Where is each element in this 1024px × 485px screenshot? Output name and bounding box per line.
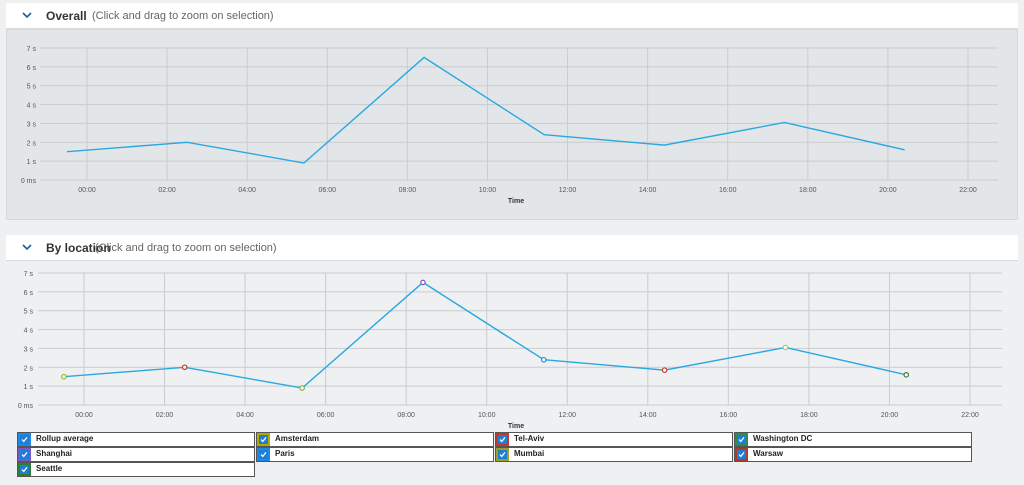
x-tick-label: 14:00 bbox=[639, 412, 657, 419]
legend-item[interactable]: Amsterdam bbox=[256, 432, 494, 447]
overall-hint: (Click and drag to zoom on selection) bbox=[92, 10, 274, 22]
overall-chart-area[interactable] bbox=[6, 29, 1018, 220]
overall-panel-header[interactable]: Overall (Click and drag to zoom on selec… bbox=[6, 3, 1018, 29]
checkbox[interactable] bbox=[496, 448, 509, 461]
y-tick-label: 1 s bbox=[24, 384, 34, 391]
legend-label: Seattle bbox=[36, 464, 63, 473]
checkmark-icon bbox=[737, 435, 746, 444]
x-tick-label: 18:00 bbox=[799, 187, 817, 194]
y-tick-label: 7 s bbox=[27, 46, 37, 53]
y-tick-label: 2 s bbox=[24, 365, 34, 372]
checkbox[interactable] bbox=[735, 448, 748, 461]
y-tick-label: 3 s bbox=[27, 121, 37, 128]
checkbox[interactable] bbox=[257, 448, 270, 461]
checkbox[interactable] bbox=[257, 433, 270, 446]
legend-item[interactable]: Seattle bbox=[17, 462, 255, 477]
data-point bbox=[903, 372, 910, 378]
data-point bbox=[299, 385, 305, 391]
x-tick-label: 20:00 bbox=[881, 412, 899, 419]
x-tick-label: 10:00 bbox=[478, 412, 496, 419]
legend-label: Paris bbox=[275, 449, 295, 458]
series-line bbox=[66, 56, 905, 164]
legend-label: Mumbai bbox=[514, 449, 545, 458]
x-tick-label: 04:00 bbox=[238, 187, 256, 194]
checkmark-icon bbox=[20, 450, 29, 459]
x-tick-label: 00:00 bbox=[75, 412, 93, 419]
overall-title: Overall bbox=[46, 9, 87, 23]
legend-item[interactable]: Warsaw bbox=[734, 447, 972, 462]
legend-label: Shanghai bbox=[36, 449, 73, 458]
x-tick-label: 16:00 bbox=[719, 187, 737, 194]
x-tick-label: 08:00 bbox=[399, 187, 417, 194]
y-tick-label: 1 s bbox=[27, 159, 37, 166]
legend-item[interactable]: Mumbai bbox=[495, 447, 733, 462]
x-tick-label: 06:00 bbox=[317, 412, 335, 419]
data-point bbox=[782, 344, 789, 351]
checkmark-icon bbox=[259, 435, 268, 444]
y-tick-label: 6 s bbox=[27, 65, 37, 72]
y-tick-label: 0 ms bbox=[21, 178, 37, 185]
x-tick-label: 10:00 bbox=[479, 187, 497, 194]
x-axis-label: Time bbox=[508, 198, 524, 205]
y-tick-label: 6 s bbox=[24, 290, 34, 297]
data-point bbox=[61, 373, 67, 380]
checkmark-icon bbox=[498, 450, 507, 459]
series-line bbox=[63, 281, 907, 389]
checkmark-icon bbox=[498, 435, 507, 444]
x-tick-label: 22:00 bbox=[961, 412, 979, 419]
by-location-panel-header[interactable]: By location (Click and drag to zoom on s… bbox=[6, 235, 1018, 261]
checkmark-icon bbox=[20, 435, 29, 444]
x-tick-label: 14:00 bbox=[639, 187, 657, 194]
y-tick-label: 3 s bbox=[24, 346, 34, 353]
x-axis-label: Time bbox=[508, 423, 524, 430]
checkbox[interactable] bbox=[18, 448, 31, 461]
y-tick-label: 5 s bbox=[27, 84, 37, 91]
checkmark-icon bbox=[259, 450, 268, 459]
by-location-hint: (Click and drag to zoom on selection) bbox=[95, 242, 277, 254]
data-point bbox=[540, 356, 547, 363]
y-tick-label: 4 s bbox=[27, 103, 37, 110]
x-tick-label: 04:00 bbox=[236, 412, 254, 419]
checkmark-icon bbox=[20, 465, 29, 474]
y-tick-label: 0 ms bbox=[18, 403, 34, 410]
data-point bbox=[181, 364, 188, 371]
legend-label: Amsterdam bbox=[275, 434, 320, 443]
x-tick-label: 12:00 bbox=[559, 187, 577, 194]
chevron-down-icon[interactable] bbox=[20, 240, 34, 254]
by-location-title: By location bbox=[46, 241, 111, 255]
x-tick-label: 12:00 bbox=[559, 412, 577, 419]
legend-item[interactable]: Paris bbox=[256, 447, 494, 462]
legend-label: Warsaw bbox=[753, 449, 783, 458]
legend-label: Rollup average bbox=[36, 434, 94, 443]
x-tick-label: 16:00 bbox=[720, 412, 738, 419]
data-point bbox=[420, 279, 426, 286]
data-point bbox=[661, 367, 668, 373]
y-tick-label: 7 s bbox=[24, 271, 34, 278]
legend-item[interactable]: Tel-Aviv bbox=[495, 432, 733, 447]
legend-item[interactable]: Shanghai bbox=[17, 447, 255, 462]
chevron-down-icon[interactable] bbox=[20, 8, 34, 22]
legend-item[interactable]: Rollup average bbox=[17, 432, 255, 447]
checkbox[interactable] bbox=[18, 433, 31, 446]
legend-label: Tel-Aviv bbox=[514, 434, 545, 443]
overall-chart[interactable]: 0 ms 1 s 2 s 3 s 4 s 5 s 6 s 7 s 00:00 02:00 04:00… bbox=[0, 0, 1024, 220]
x-tick-label: 02:00 bbox=[156, 412, 174, 419]
checkmark-icon bbox=[737, 450, 746, 459]
x-tick-label: 08:00 bbox=[397, 412, 415, 419]
legend-label: Washington DC bbox=[753, 434, 813, 443]
x-tick-label: 22:00 bbox=[959, 187, 977, 194]
checkbox[interactable] bbox=[735, 433, 748, 446]
y-tick-label: 4 s bbox=[24, 328, 34, 335]
x-tick-label: 18:00 bbox=[800, 412, 818, 419]
y-tick-label: 2 s bbox=[27, 140, 37, 147]
x-tick-label: 06:00 bbox=[319, 187, 337, 194]
checkbox[interactable] bbox=[496, 433, 509, 446]
y-tick-label: 5 s bbox=[24, 309, 34, 316]
checkbox[interactable] bbox=[18, 463, 31, 476]
x-tick-label: 20:00 bbox=[879, 187, 897, 194]
x-tick-label: 00:00 bbox=[78, 187, 96, 194]
x-tick-label: 02:00 bbox=[158, 187, 176, 194]
legend-item[interactable]: Washington DC bbox=[734, 432, 972, 447]
